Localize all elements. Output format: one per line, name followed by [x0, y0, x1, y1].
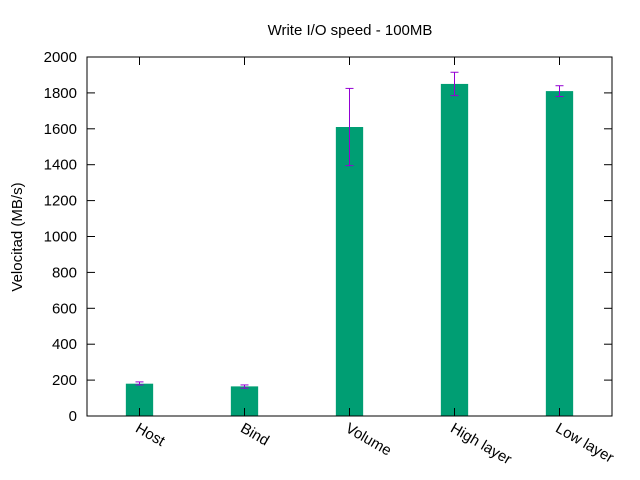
y-tick-label: 400 — [52, 336, 77, 353]
x-tick-label: High layer — [448, 420, 515, 468]
x-axis-ticks: Host Bind Volume High layer Low layer — [133, 57, 617, 468]
y-axis-label: Velocitad (MB/s) — [9, 182, 26, 291]
plot-frame — [86, 56, 613, 417]
bar-volume — [335, 127, 364, 416]
x-tick-label: Volume — [343, 420, 395, 460]
y-tick-label: 1800 — [44, 85, 77, 102]
error-bars — [135, 71, 564, 389]
y-tick-label: 1600 — [44, 121, 77, 138]
y-tick-label: 1000 — [44, 229, 77, 246]
y-tick-label: 800 — [52, 264, 77, 281]
bars — [125, 83, 574, 417]
y-tick-label: 2000 — [44, 49, 77, 66]
x-tick-label: Host — [133, 420, 169, 451]
y-tick-label: 200 — [52, 372, 77, 389]
chart-title: Write I/O speed - 100MB — [268, 22, 433, 39]
y-tick-label: 1200 — [44, 193, 77, 210]
y-tick-label: 600 — [52, 300, 77, 317]
x-tick-label: Bind — [238, 420, 273, 450]
y-tick-label: 1400 — [44, 157, 77, 174]
bar-high-layer — [440, 83, 469, 417]
bar-low-layer — [545, 91, 574, 416]
y-tick-label: 0 — [69, 408, 77, 425]
x-tick-label: Low layer — [553, 420, 617, 467]
y-axis-ticks: 0 200 400 600 800 1000 1200 1400 1600 1800 2000 — [44, 49, 612, 425]
